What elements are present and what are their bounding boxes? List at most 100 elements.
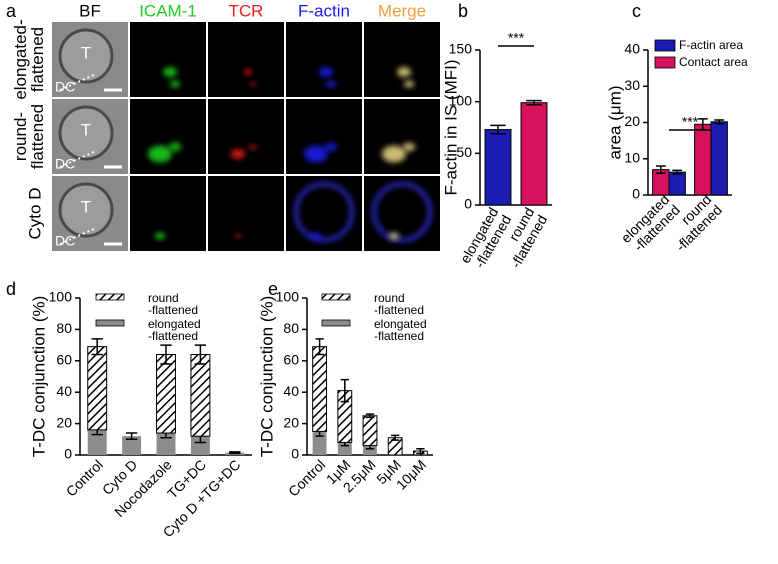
column-header: F-actin (298, 1, 350, 20)
actin-ring (372, 182, 432, 242)
error-bar (91, 338, 103, 356)
x-tick-label-group: elongated-flattened (618, 191, 683, 254)
bar (710, 121, 728, 196)
signal (311, 232, 321, 240)
signal (163, 67, 177, 77)
error-bar (526, 99, 542, 106)
error-bar (490, 124, 506, 135)
legend-label: elongated (374, 317, 427, 331)
row-label: round-flattened (11, 104, 47, 169)
cell-label: DC (55, 156, 75, 172)
error-bar (655, 165, 666, 174)
fluorescence-image (130, 176, 206, 251)
x-tick-label: Control (285, 456, 328, 499)
signal (319, 67, 333, 77)
legend-label: F-actin area (679, 38, 743, 52)
x-tick-label: Control (63, 456, 106, 499)
panel-letter: e (268, 279, 278, 299)
column-header: ICAM-1 (139, 1, 197, 20)
y-tick-label: 0 (64, 446, 72, 462)
bar-segment (156, 354, 176, 434)
y-tick-label: 30 (624, 77, 640, 93)
significance-label: *** (508, 30, 525, 46)
signal (235, 234, 241, 238)
signal (404, 80, 414, 88)
bar-segment (362, 415, 378, 447)
error-bar (714, 119, 725, 125)
legend-label: elongated (148, 317, 201, 331)
fluorescence-image (286, 22, 362, 97)
signal (243, 69, 253, 75)
fluorescence-image (364, 22, 440, 97)
row-label: Cyto D (25, 188, 44, 240)
contact-line (59, 73, 97, 91)
panel-letter: d (6, 279, 16, 299)
signal (326, 80, 336, 88)
y-tick-label: 80 (56, 320, 72, 336)
bar-segment (156, 433, 176, 455)
y-tick-label: 50 (456, 144, 472, 160)
bar-segment (363, 445, 377, 455)
fluorescence-image (286, 99, 362, 174)
y-tick-label: 0 (291, 446, 299, 462)
bar-segment (87, 429, 107, 455)
y-axis-label: area (μm) (605, 85, 624, 159)
signal (250, 82, 256, 86)
bar-segment (87, 346, 108, 431)
significance-label: *** (682, 114, 699, 130)
x-tick-label-group: Control (63, 456, 106, 499)
signal (169, 142, 181, 152)
fluorescence-image (130, 22, 206, 97)
error-bar (416, 447, 425, 455)
y-tick-label: 100 (449, 92, 473, 108)
y-tick-label: 100 (276, 289, 300, 305)
error-bar (125, 432, 138, 441)
error-bar (340, 378, 349, 403)
y-tick-label: 80 (283, 320, 299, 336)
legend-swatch (95, 293, 125, 301)
signal (389, 232, 399, 240)
y-tick-label: 150 (449, 41, 473, 57)
row-label: elongated-flattened (11, 19, 47, 99)
fluorescence-image (364, 99, 440, 174)
column-header: Merge (378, 1, 426, 20)
row-label-line: Cyto D (25, 188, 44, 240)
legend-label: Contact area (679, 55, 748, 69)
legend-label: -flattened (374, 329, 424, 343)
bar (694, 123, 712, 196)
bar (520, 102, 548, 206)
cell-label: T (81, 43, 91, 62)
error-bar (194, 344, 207, 365)
cell-outline (58, 182, 114, 238)
error-bar (365, 413, 375, 419)
column-header: TCR (229, 1, 264, 20)
cell-outline (58, 105, 114, 161)
legend-swatch (654, 56, 676, 69)
column-header: BF (79, 1, 101, 20)
signal (397, 67, 411, 77)
fluorescence-image (130, 99, 206, 174)
legend-label: -flattened (148, 329, 198, 343)
row-label-line: flattened (28, 27, 47, 92)
bar-segment (122, 436, 142, 455)
error-bar (672, 169, 683, 175)
y-tick-label: 10 (624, 149, 640, 165)
y-axis-label: T-DC conjunction (%) (257, 296, 276, 458)
contact-line (59, 227, 97, 245)
signal (403, 142, 415, 152)
x-tick-label-group: 10μM (393, 456, 429, 492)
y-tick-label: 40 (283, 383, 299, 399)
cell-label: T (81, 120, 91, 139)
bar-segment (312, 346, 328, 432)
panel-letter: b (458, 1, 468, 21)
x-tick-label-group: elongated-flattened (457, 205, 515, 271)
signal (304, 145, 328, 163)
signal (155, 232, 165, 240)
y-axis-label: F-actin in IS (MFI) (441, 59, 460, 195)
y-tick-label: 20 (283, 414, 299, 430)
x-tick-label-group: Control (285, 456, 328, 499)
legend-label: round (148, 291, 179, 305)
error-bar (229, 451, 241, 455)
signal (170, 80, 180, 88)
